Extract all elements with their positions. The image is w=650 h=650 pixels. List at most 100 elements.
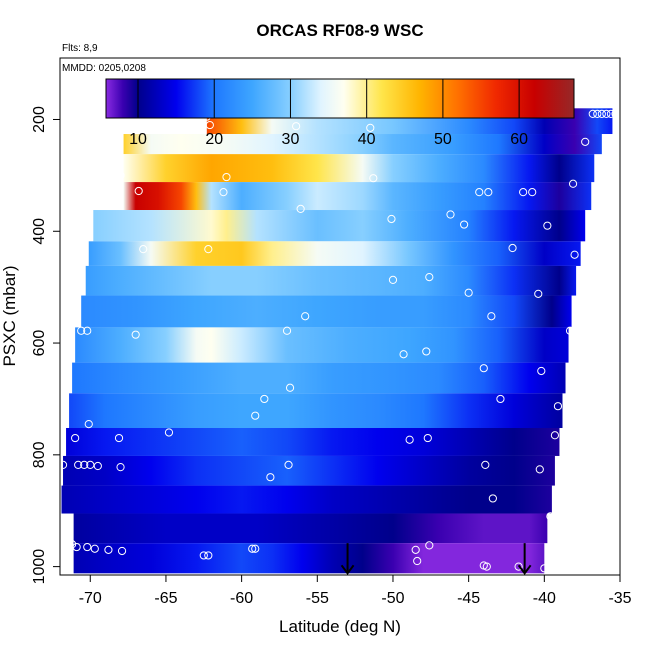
sample-point — [292, 122, 301, 131]
heatmap-layer-10 — [69, 393, 563, 429]
sample-point — [399, 350, 408, 359]
sample-point — [423, 433, 432, 443]
sample-point — [482, 562, 491, 571]
colorbar-tick-label: 20 — [205, 131, 223, 148]
x-tick-label: -40 — [533, 590, 556, 607]
sample-point — [537, 366, 546, 376]
sample-point — [116, 463, 125, 472]
sample-point — [570, 250, 579, 259]
sample-point — [411, 545, 420, 554]
sample-point — [568, 179, 578, 188]
sample-point — [611, 109, 620, 118]
sample-point — [71, 433, 80, 443]
location-arrows — [340, 543, 532, 575]
sample-point — [83, 326, 92, 335]
sample-point — [481, 460, 490, 469]
y-tick-label: 600 — [31, 330, 48, 357]
heatmap-layer-12 — [63, 455, 555, 486]
x-tick-label: -55 — [306, 590, 329, 607]
heatmap-layer-14 — [73, 513, 548, 544]
sample-point — [565, 326, 575, 335]
plot-frame — [59, 57, 621, 576]
x-tick-label: -50 — [381, 590, 404, 607]
heatmap-layer-3 — [123, 182, 592, 211]
sample-point — [296, 204, 305, 214]
colorbar-tick-label: 50 — [434, 131, 452, 148]
chart-title: ORCAS RF08-9 WSC — [256, 21, 423, 40]
sample-point — [68, 540, 77, 549]
x-axis-label: Latitude (deg N) — [279, 617, 401, 636]
sample-point — [479, 364, 488, 373]
sample-point — [58, 460, 68, 469]
sample-point — [72, 542, 81, 552]
y-axis-ticks: 200 400 600 800 1000 — [31, 106, 60, 584]
sample-point — [222, 172, 231, 182]
sample-point — [425, 272, 434, 282]
sample-point — [114, 433, 124, 443]
heatmap-layer-13 — [61, 485, 552, 514]
sample-point — [219, 188, 228, 197]
sample-point — [260, 394, 269, 404]
sample-point — [251, 544, 260, 553]
sample-points — [58, 109, 626, 573]
sample-point — [446, 210, 455, 219]
sample-point — [553, 402, 563, 411]
sample-point — [388, 275, 398, 284]
heatmap-layer-11 — [66, 428, 560, 456]
sample-point — [84, 419, 93, 429]
x-axis-ticks: -70 -65 -60 -55 -50 -45 -40 -35 — [79, 575, 632, 607]
sample-point — [540, 564, 549, 573]
sample-point — [550, 431, 560, 440]
sample-point — [606, 109, 616, 118]
sample-point — [484, 188, 493, 197]
sample-point — [248, 544, 257, 553]
sample-point — [546, 512, 555, 521]
y-tick-label: 200 — [31, 106, 48, 133]
sample-point — [514, 562, 523, 571]
sample-point — [617, 109, 626, 118]
sample-point — [284, 460, 293, 469]
sample-point — [285, 383, 295, 392]
sample-point — [425, 541, 434, 550]
y-tick-label: 400 — [31, 218, 48, 245]
sample-point — [413, 556, 422, 566]
sample-point — [534, 289, 543, 298]
sample-point — [86, 460, 95, 469]
heatmap-layer-6 — [85, 265, 577, 296]
colorbar — [105, 78, 575, 119]
sample-point — [460, 220, 469, 229]
sample-point — [528, 188, 537, 197]
sample-point — [104, 545, 113, 554]
sample-point — [508, 243, 517, 253]
sample-point — [90, 544, 99, 553]
sample-point — [597, 109, 606, 118]
heatmap-layer-15 — [73, 543, 545, 574]
sample-point — [134, 186, 143, 196]
heatmap-layer-9 — [72, 362, 566, 394]
heatmap-layer-8 — [75, 327, 569, 363]
sample-point — [116, 171, 125, 180]
sample-point — [164, 428, 174, 437]
sample-point — [251, 411, 260, 420]
arrow-head — [517, 564, 532, 575]
colorbar-tick-label: 60 — [510, 131, 528, 148]
sample-point — [464, 288, 473, 297]
arrow-head — [340, 564, 355, 575]
heatmap-layer-5 — [88, 241, 581, 266]
sample-point — [83, 542, 92, 552]
sample-point — [535, 465, 544, 474]
sample-point — [369, 174, 378, 183]
sample-point — [301, 312, 310, 321]
heatmap-layer-1 — [123, 134, 602, 155]
sample-point — [405, 435, 414, 444]
heatmap-layer-7 — [81, 295, 572, 328]
sample-point — [488, 494, 497, 503]
x-tick-label: -35 — [608, 590, 631, 607]
sample-point — [581, 137, 590, 146]
sample-point — [131, 330, 140, 339]
sample-point — [387, 214, 396, 224]
sample-point — [199, 551, 208, 560]
flights-note: Flts: 8,9 — [62, 43, 98, 54]
sample-point — [77, 326, 86, 335]
